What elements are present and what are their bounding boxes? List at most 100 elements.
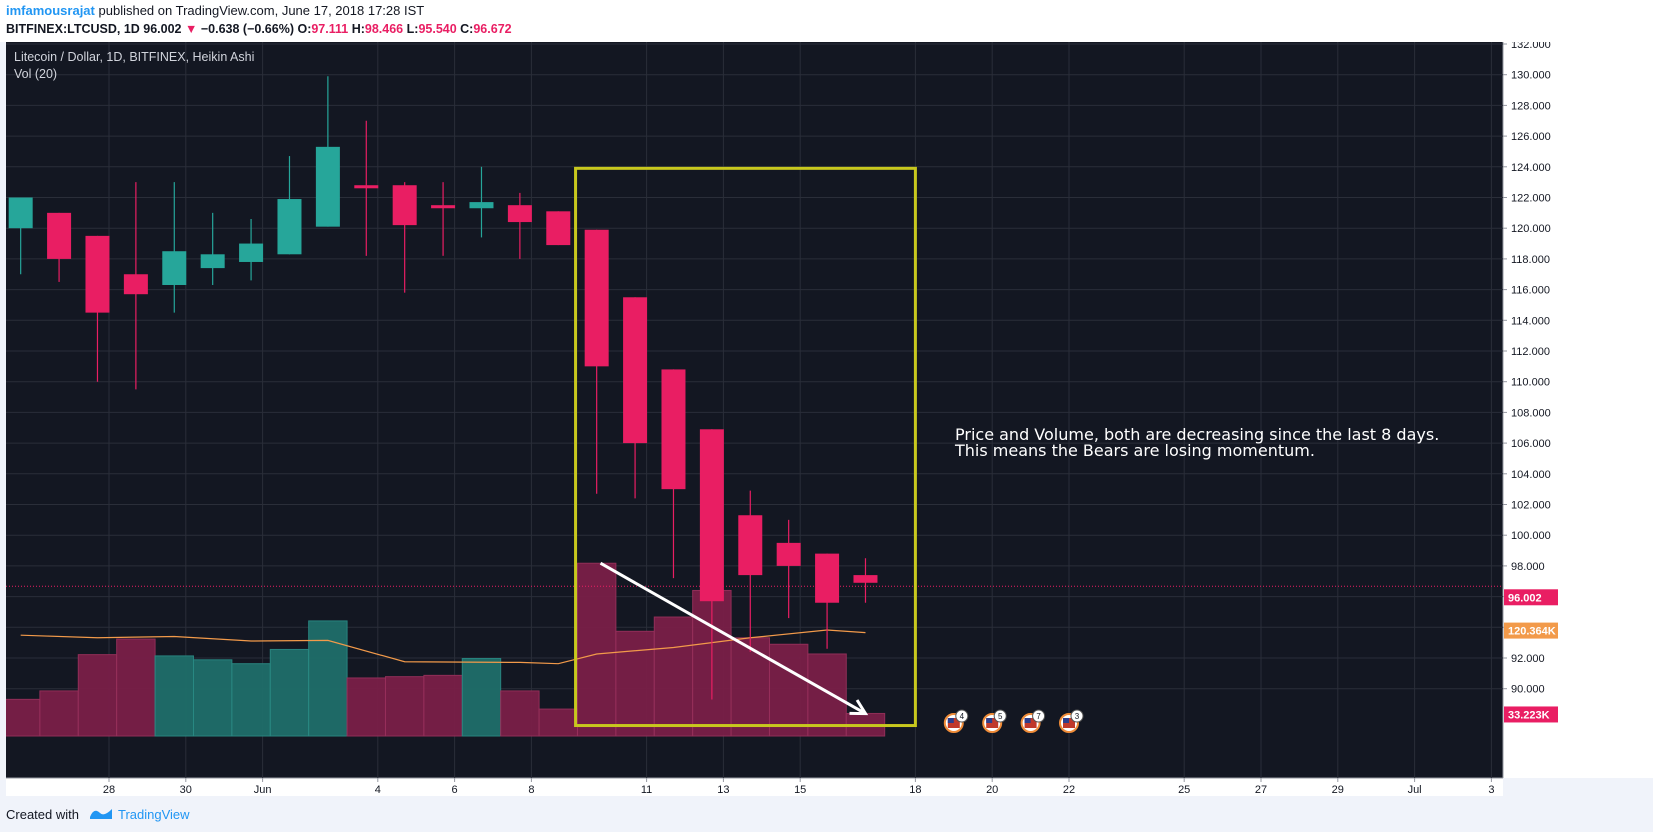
event-count-badge <box>1032 709 1046 723</box>
time-tick-label: 28 <box>103 784 115 796</box>
volume-ma-badge-bg <box>1504 622 1558 639</box>
low-value: 95.540 <box>418 22 457 36</box>
candle-body[interactable] <box>47 212 72 259</box>
legend-title: Litecoin / Dollar, 1D, BITFINEX, Heikin … <box>14 50 254 64</box>
tradingview-link[interactable]: TradingView <box>118 807 190 822</box>
price-tick-label: 116.000 <box>1511 285 1550 297</box>
volume-bar <box>39 690 79 737</box>
volume-bar <box>500 690 540 737</box>
time-tick-label: 11 <box>641 784 652 796</box>
candle-body[interactable] <box>776 542 801 566</box>
time-tick-label: 29 <box>1332 784 1344 796</box>
low-key: L: <box>406 22 419 36</box>
volume-bar <box>807 653 847 737</box>
candle-body[interactable] <box>8 197 33 229</box>
publish-line: imfamousrajat published on TradingView.c… <box>6 3 424 18</box>
author-link[interactable]: imfamousrajat <box>6 3 95 18</box>
event-count: 7 <box>1036 712 1041 721</box>
candle-body[interactable] <box>392 185 417 226</box>
time-tick-label: Jul <box>1408 784 1422 796</box>
candle-body[interactable] <box>162 251 187 285</box>
candle-body[interactable] <box>623 297 648 444</box>
volume-ma-badge: 120.364K <box>1508 626 1556 638</box>
candle-body[interactable] <box>354 185 379 189</box>
price-axis[interactable] <box>1503 42 1653 778</box>
candle-body[interactable] <box>431 205 456 209</box>
volume-bar <box>538 708 578 737</box>
price-tick-label: 112.000 <box>1511 346 1550 358</box>
time-tick-label: 30 <box>180 784 192 796</box>
symbol-label: BITFINEX:LTCUSD, 1D <box>6 22 140 36</box>
price-tick-label: 100.000 <box>1511 530 1551 542</box>
event-count: 3 <box>1075 712 1080 721</box>
candle-body[interactable] <box>584 229 609 367</box>
flag-canton-icon <box>1063 718 1069 723</box>
symbol-line: BITFINEX:LTCUSD, 1D 96.002 ▼ −0.638 (−0.… <box>6 22 512 36</box>
last-price-badge: 96.002 <box>1508 592 1542 604</box>
price-tick-label: 90.000 <box>1511 684 1545 696</box>
tradingview-logo-icon <box>90 809 112 819</box>
volume-bar <box>384 676 425 737</box>
candle-body[interactable] <box>699 429 724 602</box>
candle-body[interactable] <box>661 369 686 490</box>
highlight-rectangle[interactable] <box>574 166 917 728</box>
candle-body[interactable] <box>315 146 340 227</box>
volume-bar <box>653 616 694 737</box>
volume-bar <box>192 659 233 737</box>
price-tick-label: 126.000 <box>1511 131 1551 143</box>
candle-body[interactable] <box>738 515 763 576</box>
publish-info: published on TradingView.com, June 17, 2… <box>98 3 425 18</box>
volume-bar <box>461 658 502 737</box>
price-tick-label: 130.000 <box>1511 70 1551 82</box>
candle-body[interactable] <box>239 243 264 262</box>
candle-body[interactable] <box>469 202 494 209</box>
time-tick-label: Jun <box>254 784 272 796</box>
price-tick-label: 102.000 <box>1511 500 1551 512</box>
last-price: 96.002 <box>143 22 182 36</box>
high-value: 98.466 <box>364 22 404 36</box>
volume-bar <box>576 562 617 737</box>
time-tick-label: 15 <box>794 784 806 796</box>
price-tick-label: 118.000 <box>1511 254 1550 266</box>
price-tick-label: 98.000 <box>1511 561 1545 573</box>
event-count: 4 <box>960 712 965 721</box>
price-tick-label: 124.000 <box>1511 162 1551 174</box>
volume-bar <box>615 630 655 737</box>
candle-body[interactable] <box>853 575 878 583</box>
volume-bar <box>423 674 463 737</box>
price-tick-label: 120.000 <box>1511 223 1551 235</box>
candle-body[interactable] <box>546 211 571 246</box>
time-tick-label: 8 <box>528 784 534 796</box>
volume-bar <box>730 637 770 737</box>
time-tick-label: 20 <box>986 784 998 796</box>
legend-volume: Vol (20) <box>14 67 57 81</box>
annotation-line-2[interactable]: This means the Bears are losing momentum… <box>954 441 1315 460</box>
price-tick-label: 104.000 <box>1511 469 1551 481</box>
candle-body[interactable] <box>200 254 225 269</box>
time-tick-label: 3 <box>1488 784 1494 796</box>
price-tick-label: 114.000 <box>1511 315 1550 327</box>
candle-body[interactable] <box>123 274 148 295</box>
annotation-line-1[interactable]: Price and Volume, both are decreasing si… <box>955 425 1439 444</box>
candle-body[interactable] <box>507 205 532 223</box>
volume-bar <box>6 698 41 737</box>
created-with-label: Created with <box>6 807 79 822</box>
volume-bar <box>346 677 386 737</box>
time-tick-label: 25 <box>1178 784 1190 796</box>
down-triangle-icon: ▼ <box>185 22 198 36</box>
candle-body[interactable] <box>815 553 840 603</box>
candle-body[interactable] <box>85 235 110 313</box>
candle-body[interactable] <box>277 199 302 255</box>
close-value: 96.672 <box>473 22 512 36</box>
price-tick-label: 132.000 <box>1511 42 1551 51</box>
time-axis[interactable] <box>6 778 1503 796</box>
price-tick-label: 110.000 <box>1511 377 1550 389</box>
time-tick-label: 13 <box>717 784 729 796</box>
price-change: −0.638 (−0.66%) <box>200 22 294 36</box>
price-chart[interactable]: 4 5 7 3 132.000 130.000 128.000 126.000 124.000… <box>6 42 1653 796</box>
trend-arrow-line[interactable] <box>599 561 867 715</box>
price-tick-label: 128.000 <box>1511 100 1551 112</box>
volume-bar <box>231 663 271 737</box>
high-key: H: <box>351 22 365 36</box>
flag-canton-icon <box>947 718 954 723</box>
